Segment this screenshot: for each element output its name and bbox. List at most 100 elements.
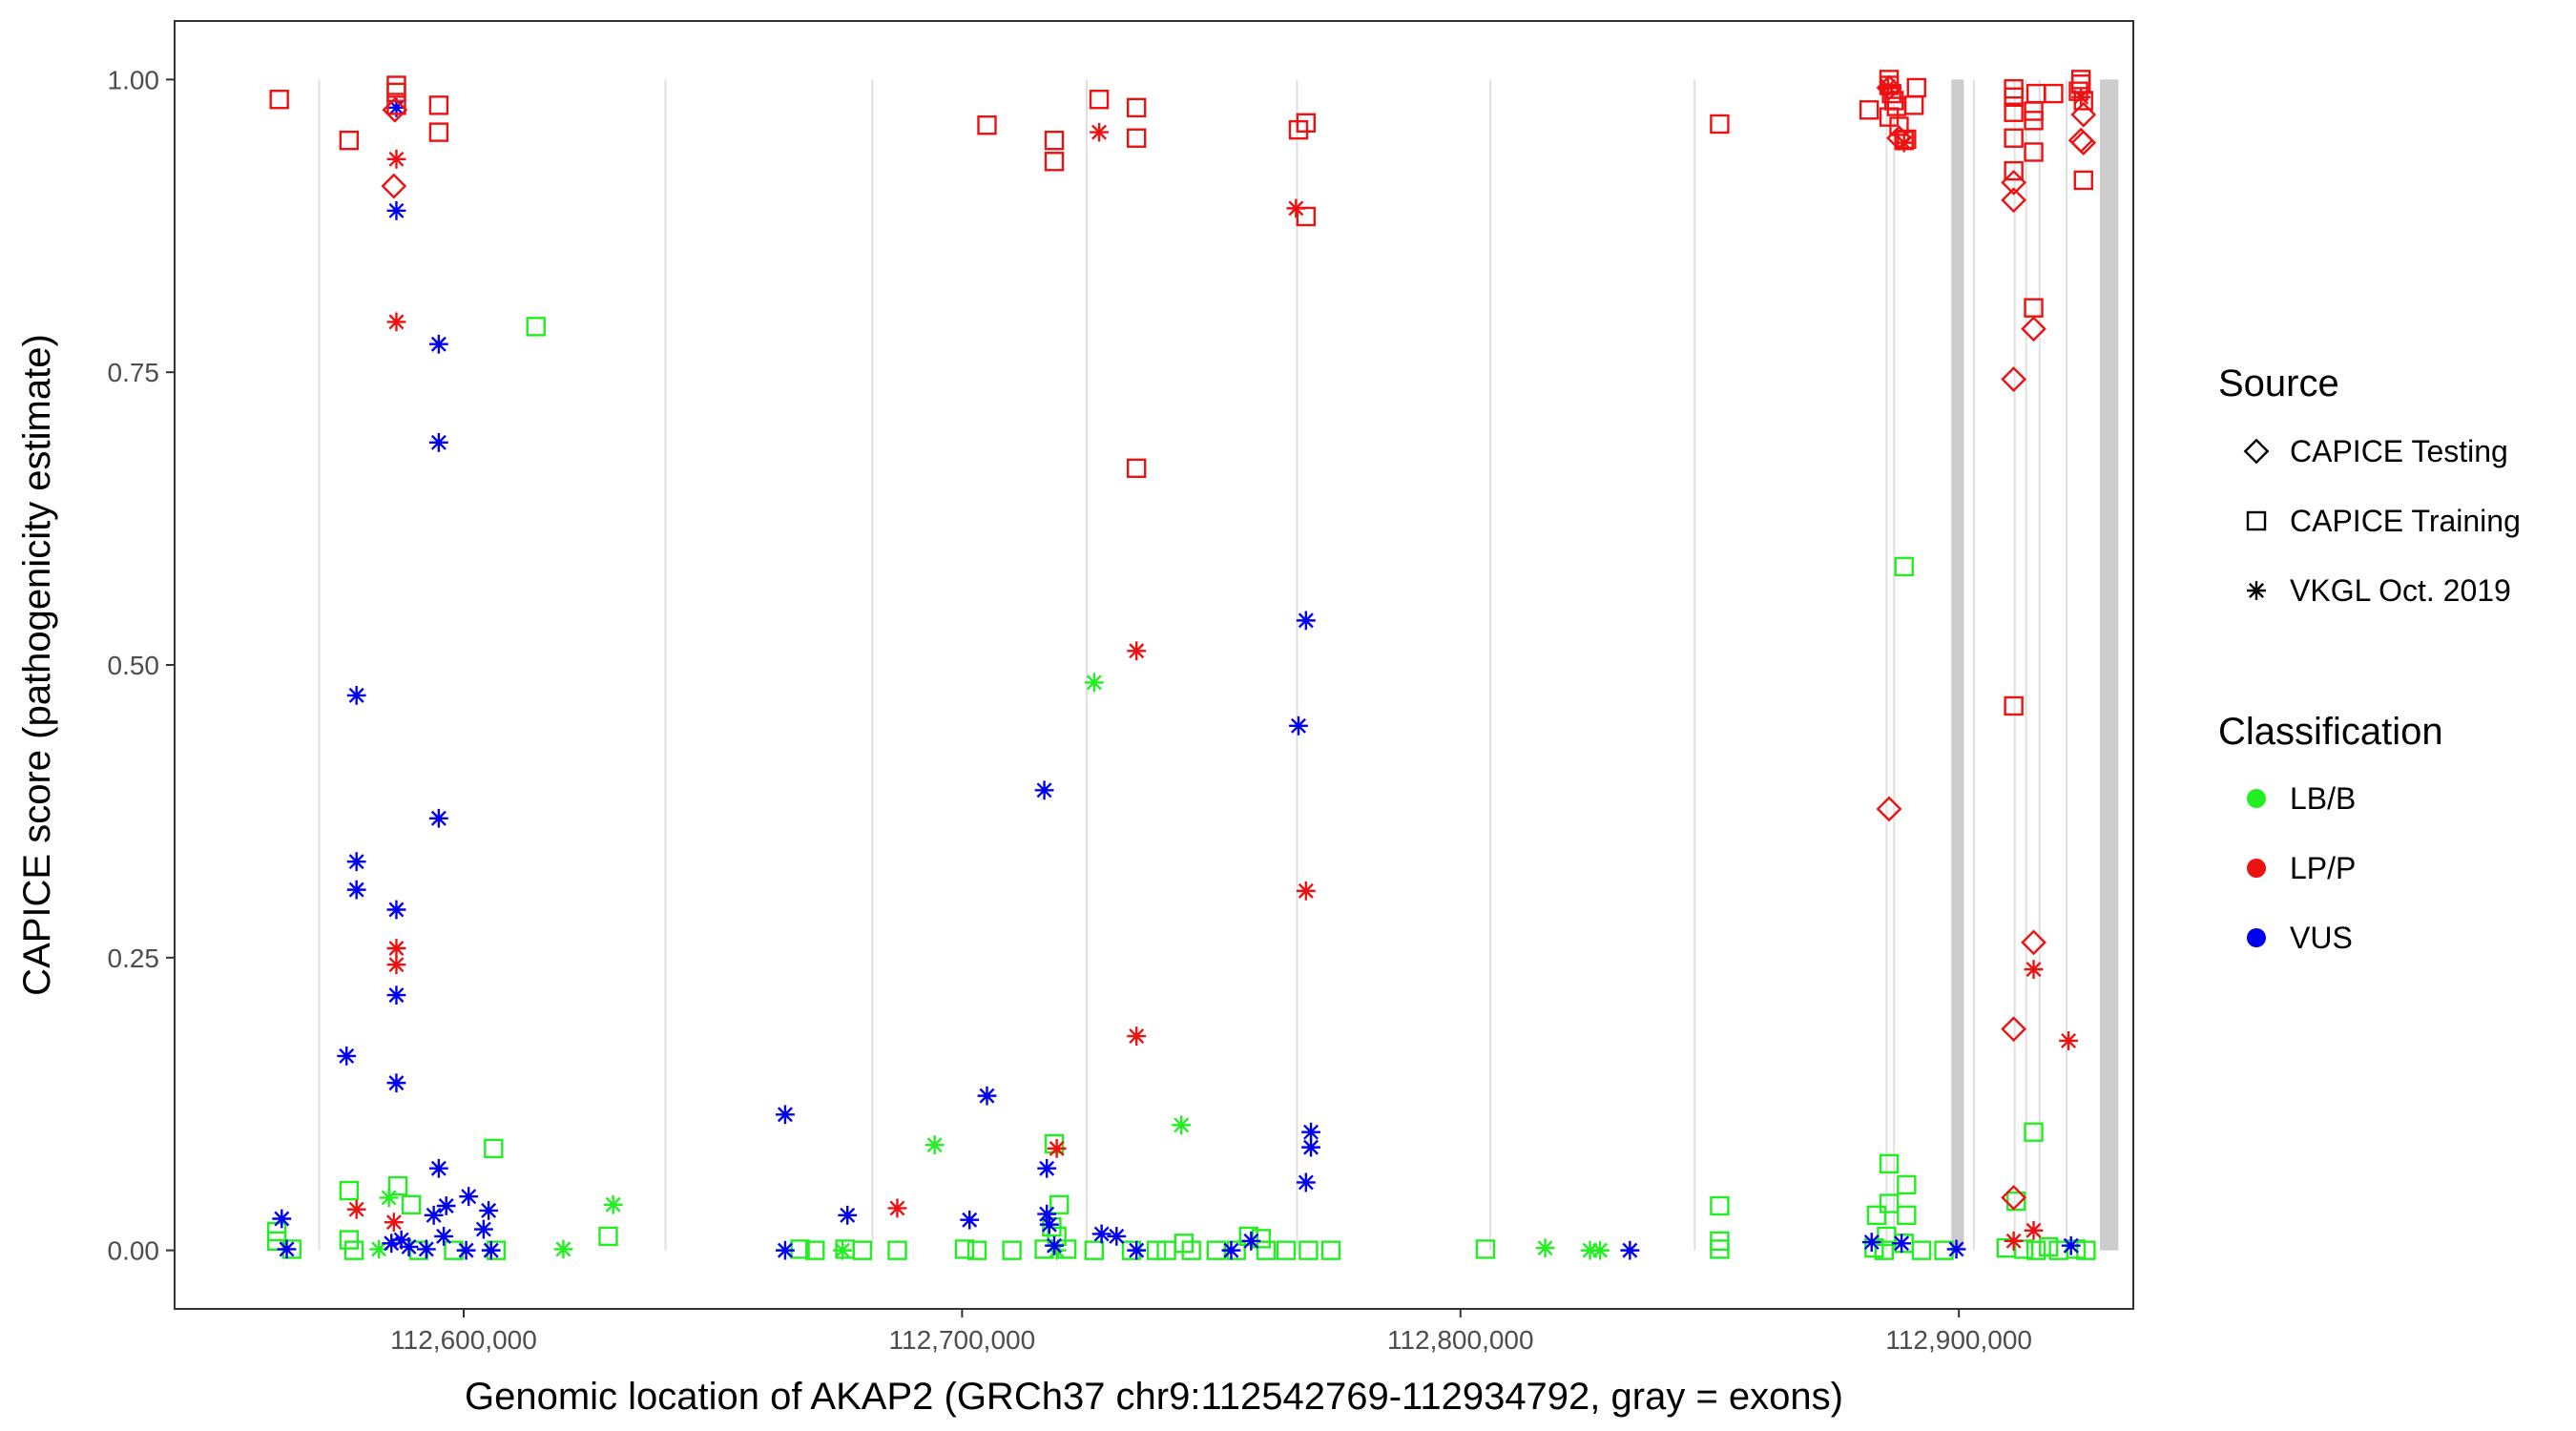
data-point-asterisk — [459, 1187, 479, 1207]
data-point-asterisk — [1894, 133, 1914, 153]
data-point-asterisk — [391, 1230, 411, 1250]
data-point-asterisk — [424, 1205, 444, 1225]
data-point-asterisk — [277, 1239, 297, 1259]
data-point-diamond — [2001, 187, 2027, 214]
data-point-asterisk — [1580, 1240, 1600, 1260]
legend-color-dot — [2247, 789, 2266, 808]
points-layer — [266, 70, 2097, 1260]
data-point-square — [1879, 1153, 1900, 1174]
data-point-square — [1859, 100, 1880, 120]
legend-key-square — [2246, 510, 2267, 531]
data-point-asterisk — [1535, 1238, 1555, 1258]
data-point-diamond — [1876, 796, 1902, 822]
data-point-square — [428, 95, 449, 115]
data-point-asterisk — [272, 1209, 292, 1229]
y-tick-label: 0.00 — [108, 1236, 160, 1266]
data-point-asterisk — [428, 808, 448, 828]
data-point-asterisk — [434, 1227, 453, 1246]
data-point-asterisk — [2071, 87, 2091, 107]
data-point-square — [1298, 1240, 1319, 1260]
x-tick-label: 112,700,000 — [889, 1325, 1036, 1355]
data-point-square — [1127, 458, 1147, 479]
data-point-asterisk — [379, 1188, 399, 1208]
data-point-asterisk — [428, 334, 448, 354]
data-point-asterisk — [1107, 1227, 1127, 1246]
data-point-asterisk — [977, 1086, 997, 1106]
x-tick-label: 112,800,000 — [1387, 1325, 1534, 1355]
exon-band — [1951, 79, 1964, 1251]
data-point-asterisk — [833, 1240, 852, 1260]
data-point-square — [339, 130, 360, 151]
data-point-asterisk — [776, 1240, 795, 1260]
x-axis: 112,600,000 112,700,000 112,800,000 112,900… — [390, 1309, 2032, 1355]
data-point-diamond — [2001, 1185, 2027, 1211]
data-point-diamond — [2001, 169, 2027, 196]
data-point-square — [526, 317, 546, 337]
data-point-square — [977, 115, 997, 135]
data-point-diamond — [2070, 101, 2097, 128]
data-point-square — [1903, 95, 1924, 115]
data-point-square — [2038, 1236, 2059, 1257]
data-point-asterisk — [2004, 1231, 2024, 1251]
data-point-square — [1897, 1205, 1917, 1226]
data-point-asterisk — [479, 1201, 499, 1220]
data-point-square — [1296, 113, 1317, 133]
data-point-asterisk — [1301, 1137, 1320, 1157]
data-point-square — [1127, 97, 1147, 118]
legend-classification-label: VUS — [2290, 921, 2353, 955]
data-point-square — [1276, 1240, 1297, 1260]
data-point-square — [1897, 129, 1917, 150]
data-point-asterisk — [369, 1239, 389, 1259]
data-point-asterisk — [887, 1198, 907, 1218]
data-point-square — [2004, 102, 2024, 122]
y-tick-label: 0.25 — [108, 944, 160, 973]
legend-key-asterisk — [2247, 581, 2266, 600]
data-point-square — [1866, 1205, 1887, 1226]
legend-color-dot — [2247, 928, 2266, 947]
data-point-asterisk — [386, 900, 406, 920]
data-point-asterisk — [1091, 1224, 1111, 1244]
data-point-square — [1156, 1240, 1176, 1260]
data-point-asterisk — [1090, 122, 1109, 142]
data-point-asterisk — [1301, 1122, 1320, 1142]
data-point-asterisk — [346, 852, 366, 872]
data-point-asterisk — [1034, 780, 1054, 800]
data-point-asterisk — [1047, 1138, 1067, 1158]
data-point-asterisk — [1286, 198, 1306, 218]
legend-source-items: CAPICE Testing CAPICE Training VKGL Oct. 2… — [2243, 434, 2521, 608]
data-point-diamond — [2070, 130, 2097, 156]
data-point-square — [339, 1230, 360, 1250]
legend: Source CAPICE Testing CAPICE Training VKGL… — [2218, 363, 2521, 955]
data-point-asterisk — [386, 312, 406, 332]
data-point-asterisk — [399, 1237, 419, 1256]
data-point-square — [1049, 1194, 1070, 1214]
x-axis-title: Genomic location of AKAP2 (GRCh37 chr9:1… — [465, 1376, 1843, 1418]
data-point-asterisk — [1241, 1231, 1261, 1251]
data-point-square — [2024, 111, 2044, 131]
data-point-square — [1879, 1193, 1900, 1213]
data-point-square — [1320, 1240, 1341, 1260]
data-point-square — [1181, 1240, 1201, 1260]
data-point-asterisk — [384, 1213, 404, 1233]
data-point-square — [1475, 1239, 1496, 1259]
data-point-square — [1044, 152, 1065, 172]
data-point-asterisk — [386, 955, 406, 975]
data-point-square — [852, 1240, 873, 1260]
legend-color-dot — [2247, 859, 2266, 878]
data-point-asterisk — [1047, 1240, 1067, 1260]
data-point-square — [2004, 128, 2024, 148]
data-point-asterisk — [1037, 1158, 1057, 1178]
data-point-square — [1084, 1240, 1105, 1260]
data-point-square — [2025, 1240, 2046, 1260]
data-point-diamond — [2021, 316, 2046, 342]
data-point-asterisk — [337, 1047, 357, 1066]
data-point-asterisk — [473, 1219, 493, 1239]
data-point-asterisk — [386, 200, 406, 220]
data-point-square — [966, 1240, 987, 1260]
data-point-asterisk — [386, 1073, 406, 1093]
data-point-square — [2004, 695, 2024, 716]
data-point-asterisk — [428, 1158, 448, 1178]
data-point-asterisk — [382, 1234, 402, 1254]
data-point-asterisk — [1039, 1214, 1059, 1234]
legend-classification-label: LP/P — [2290, 851, 2356, 885]
